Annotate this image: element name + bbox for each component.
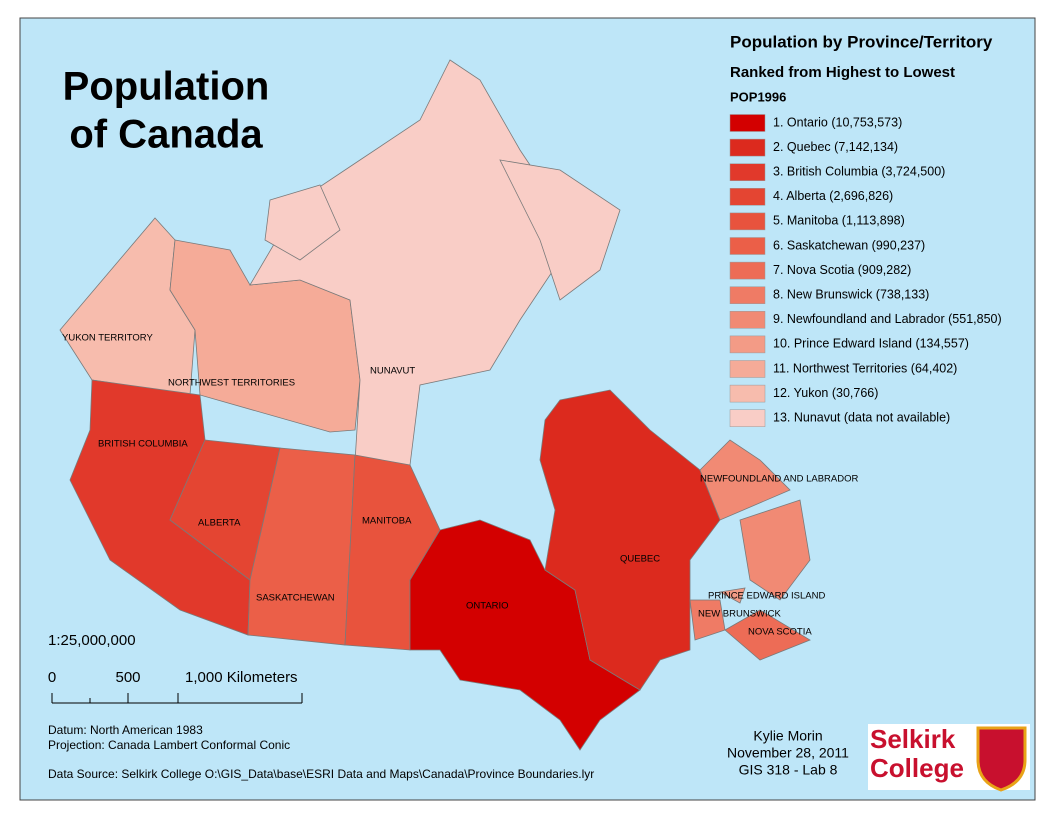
nunavut: [249, 59, 561, 466]
quebec: [539, 389, 721, 691]
ontario: [409, 519, 641, 751]
prince-edward-island: [718, 587, 746, 604]
legend-swatch: [729, 261, 766, 280]
legend-label: 3. British Columbia (3,724,500): [773, 164, 945, 178]
legend-title: Population by Province/Territory: [730, 32, 993, 51]
logo-text: Selkirk: [870, 724, 956, 754]
legend-label: 13. Nunavut (data not available): [773, 410, 950, 424]
legend-label: 12. Yukon (30,766): [773, 386, 878, 400]
scale-label: 1,000 Kilometers: [185, 669, 298, 686]
legend-label: 1. Ontario (10,753,573): [773, 115, 902, 129]
map-title: of Canada: [69, 113, 263, 157]
legend-label: 4. Alberta (2,696,826): [773, 189, 893, 203]
scale-label: 500: [115, 669, 140, 686]
region-label: NUNAVUT: [370, 366, 415, 377]
saskatchewan: [247, 447, 356, 646]
region-label: NEWFOUNDLAND AND LABRADOR: [700, 474, 858, 485]
region-label: ONTARIO: [466, 601, 509, 612]
region-label: ALBERTA: [198, 518, 241, 529]
legend-field: POP1996: [730, 89, 786, 104]
region-label: BRITISH COLUMBIA: [98, 439, 188, 450]
northwest-territories: [169, 239, 361, 433]
region-label: MANITOBA: [362, 516, 412, 527]
author: Kylie Morin: [753, 728, 822, 744]
region-label: QUEBEC: [620, 554, 660, 565]
legend-label: 5. Manitoba (1,113,898): [773, 214, 905, 228]
legend-swatch: [729, 286, 766, 304]
legend-subtitle: Ranked from Highest to Lowest: [730, 64, 955, 81]
legend-swatch: [729, 409, 766, 427]
newfoundland: [739, 499, 811, 601]
region-label: YUKON TERRITORY: [62, 333, 153, 344]
scale-ratio: 1:25,000,000: [48, 632, 136, 649]
nova-scotia: [724, 609, 811, 661]
date: November 28, 2011: [727, 745, 849, 761]
datum-note: Datum: North American 1983: [48, 723, 203, 737]
legend-swatch: [729, 163, 766, 181]
legend-label: 9. Newfoundland and Labrador (551,850): [773, 312, 1002, 326]
scale-bar: [51, 693, 303, 704]
labrador: [699, 439, 791, 521]
region-label: PRINCE EDWARD ISLAND: [708, 591, 825, 602]
legend-label: 6. Saskatchewan (990,237): [773, 238, 925, 252]
region-label: NOVA SCOTIA: [748, 627, 812, 638]
region-label: NORTHWEST TERRITORIES: [168, 378, 295, 389]
legend-swatch: [729, 360, 766, 378]
legend-swatch: [729, 311, 766, 329]
projection-note: Projection: Canada Lambert Conformal Con…: [48, 738, 290, 752]
legend-swatch: [729, 212, 766, 231]
nunavut-island: [499, 159, 621, 301]
nunavut-island: [264, 184, 341, 261]
region-label: SASKATCHEWAN: [256, 593, 335, 604]
scale-label: 0: [48, 669, 56, 686]
legend-label: 10. Prince Edward Island (134,557): [773, 337, 969, 351]
legend-swatch: [729, 188, 766, 206]
legend-label: 8. New Brunswick (738,133): [773, 287, 929, 301]
map-title: Population: [63, 65, 270, 109]
legend-swatch: [729, 138, 766, 157]
legend-label: 7. Nova Scotia (909,282): [773, 263, 911, 277]
legend-swatch: [729, 114, 766, 132]
logo-text: College: [870, 753, 964, 783]
provinces: [59, 59, 811, 751]
region-label: NEW BRUNSWICK: [698, 609, 782, 620]
course: GIS 318 - Lab 8: [739, 762, 838, 778]
legend-label: 2. Quebec (7,142,134): [773, 140, 898, 154]
legend: 1. Ontario (10,753,573) 2. Quebec (7,142,…: [729, 114, 1002, 427]
legend-swatch: [729, 237, 766, 255]
logo-shield: [976, 726, 1027, 792]
source-note: Data Source: Selkirk College O:\GIS_Data…: [48, 767, 594, 781]
map-labels: YUKON TERRITORY NORTHWEST TERRITORIES NUNA…: [62, 333, 858, 638]
legend-swatch: [729, 335, 766, 354]
legend-label: 11. Northwest Territories (64,402): [773, 361, 957, 375]
legend-swatch: [729, 384, 766, 403]
